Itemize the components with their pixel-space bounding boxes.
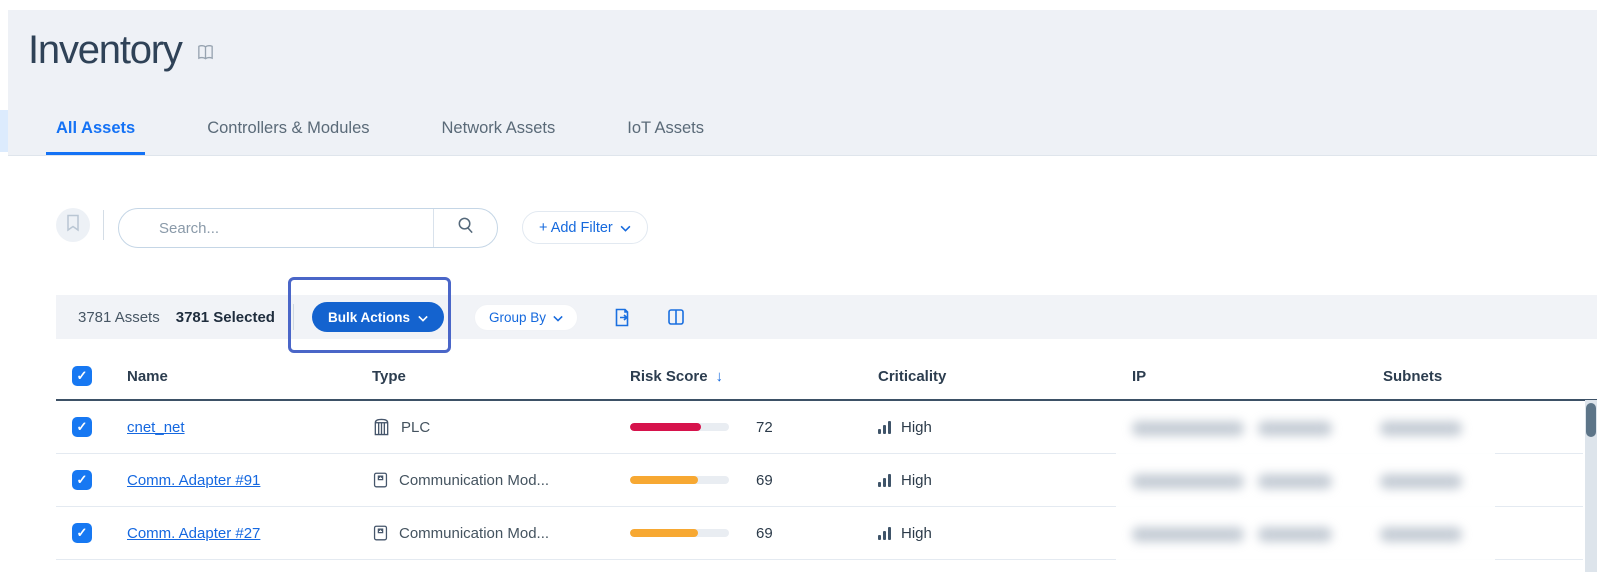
search-box [118,208,498,248]
criticality-bars-icon [878,526,891,540]
risk-score-bar [630,529,729,537]
column-header-name[interactable]: Name [127,367,168,385]
risk-score-bar [630,423,729,431]
search-button[interactable] [433,209,497,247]
column-header-risk-score[interactable]: Risk Score ↓ [630,367,724,385]
criticality-label: High [901,524,932,542]
group-by-label: Group By [489,309,547,325]
column-header-criticality[interactable]: Criticality [878,367,947,385]
criticality-label: High [901,418,932,436]
asset-type-label: Communication Mod... [399,471,550,489]
asset-name-link[interactable]: Comm. Adapter #91 [127,471,261,489]
selected-count: 3781 Selected [175,308,275,326]
redaction-blur-overlay [1116,402,1495,572]
table-row[interactable]: ✓ cnet_net PLC 72 High [56,401,1583,454]
search-input[interactable] [119,219,433,237]
redacted-ip-blob [1258,474,1332,489]
table-scrollbar-thumb[interactable] [1586,403,1596,437]
column-header-subnets[interactable]: Subnets [1383,367,1443,385]
group-by-button[interactable]: Group By [474,303,579,331]
tab-bar: All Assets Controllers & Modules Network… [46,119,766,155]
table-toolbar: 3781 Assets 3781 Selected Bulk Actions G… [56,295,1597,339]
redacted-ip-blob [1132,421,1244,436]
bookmark-icon [66,214,80,237]
redacted-ip-blob [1132,527,1244,542]
add-filter-label: + Add Filter [539,219,613,236]
redacted-ip-blob [1258,421,1332,436]
table-header-row: ✓ Name Type Risk Score ↓ Criticality IP … [56,353,1597,399]
sort-descending-icon[interactable]: ↓ [715,367,724,385]
row-checkbox[interactable]: ✓ [72,523,92,543]
export-button[interactable] [612,307,632,328]
bulk-actions-label: Bulk Actions [327,309,410,325]
page-header: Inventory All Assets Controllers & Modul… [8,10,1597,156]
saved-filters-button[interactable] [56,208,90,242]
chevron-down-icon [620,220,631,236]
redacted-ip-blob [1258,527,1332,542]
redacted-subnet-blob [1380,474,1462,489]
tab-iot-assets[interactable]: IoT Assets [627,119,704,137]
table-row[interactable]: ✓ Comm. Adapter #91 Communication Mod...… [56,454,1583,507]
divider [292,304,294,330]
column-header-type[interactable]: Type [372,367,406,385]
header-divider [56,399,1597,401]
redacted-ip-blob [1132,474,1244,489]
tab-controllers-modules[interactable]: Controllers & Modules [207,119,370,137]
communication-module-icon [372,524,389,542]
criticality-bars-icon [878,473,891,487]
asset-name-link[interactable]: Comm. Adapter #27 [127,524,261,542]
risk-score-value: 69 [756,524,773,542]
tab-all-assets[interactable]: All Assets [46,119,146,155]
sidebar-edge-highlight [0,110,8,152]
page-title: Inventory [28,28,183,72]
select-all-checkbox[interactable]: ✓ [72,366,92,386]
chevron-down-icon [553,310,563,325]
redacted-subnet-blob [1380,421,1462,436]
table-scrollbar-track[interactable] [1585,400,1597,572]
redacted-subnet-blob [1380,527,1462,542]
criticality-label: High [901,471,932,489]
documentation-icon[interactable] [196,43,215,67]
export-icon [615,308,629,326]
search-icon [456,216,475,240]
table-row[interactable]: ✓ Comm. Adapter #27 Communication Mod...… [56,507,1583,560]
bulk-actions-button[interactable]: Bulk Actions [311,302,444,332]
risk-score-value: 69 [756,471,773,489]
asset-type-label: Communication Mod... [399,524,550,542]
criticality-bars-icon [878,420,891,434]
communication-module-icon [372,471,389,489]
plc-icon [372,417,391,437]
assets-count: 3781 Assets [78,308,160,326]
asset-table-body: ✓ cnet_net PLC 72 High ✓ Comm. Adapter #… [56,401,1583,560]
columns-icon [668,309,684,325]
row-checkbox[interactable]: ✓ [72,470,92,490]
risk-score-bar [630,476,729,484]
add-filter-button[interactable]: + Add Filter [522,211,648,244]
tab-network-assets[interactable]: Network Assets [441,119,556,137]
risk-score-value: 72 [756,418,773,436]
columns-button[interactable] [666,307,686,327]
asset-name-link[interactable]: cnet_net [127,418,185,436]
row-checkbox[interactable]: ✓ [72,417,92,437]
chevron-down-icon [418,310,428,325]
divider [103,210,104,240]
asset-type-label: PLC [401,418,431,436]
column-header-ip[interactable]: IP [1132,367,1147,385]
